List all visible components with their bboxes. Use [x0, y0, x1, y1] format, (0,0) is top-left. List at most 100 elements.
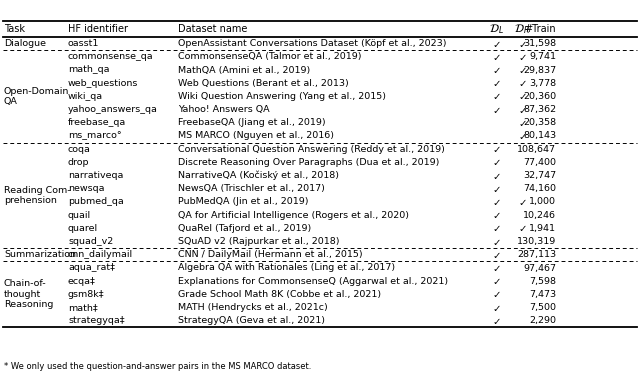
- Text: Task: Task: [4, 24, 25, 34]
- Text: 7,473: 7,473: [529, 290, 556, 299]
- Text: SQuAD v2 (Rajpurkar et al., 2018): SQuAD v2 (Rajpurkar et al., 2018): [178, 237, 339, 246]
- Text: Web Questions (Berant et al., 2013): Web Questions (Berant et al., 2013): [178, 79, 349, 88]
- Text: ecqa‡: ecqa‡: [68, 277, 96, 286]
- Text: $\checkmark$: $\checkmark$: [518, 65, 526, 75]
- Text: 77,400: 77,400: [523, 158, 556, 167]
- Text: wiki_qa: wiki_qa: [68, 92, 103, 101]
- Text: drop: drop: [68, 158, 90, 167]
- Text: oasst1: oasst1: [68, 39, 99, 48]
- Text: $\checkmark$: $\checkmark$: [518, 197, 526, 207]
- Text: 9,741: 9,741: [529, 52, 556, 61]
- Text: CNN / DailyMail (Hermann et al., 2015): CNN / DailyMail (Hermann et al., 2015): [178, 250, 363, 259]
- Text: $\mathcal{D}_R$: $\mathcal{D}_R$: [514, 22, 530, 36]
- Text: $\checkmark$: $\checkmark$: [492, 91, 500, 102]
- Text: math‡: math‡: [68, 303, 98, 312]
- Text: $\checkmark$: $\checkmark$: [492, 223, 500, 233]
- Text: Yahoo! Answers QA: Yahoo! Answers QA: [178, 105, 269, 114]
- Text: Explanations for CommonsenseQ (Aggarwal et al., 2021): Explanations for CommonsenseQ (Aggarwal …: [178, 277, 448, 286]
- Text: Grade School Math 8K (Cobbe et al., 2021): Grade School Math 8K (Cobbe et al., 2021…: [178, 290, 381, 299]
- Text: Wiki Question Answering (Yang et al., 2015): Wiki Question Answering (Yang et al., 20…: [178, 92, 386, 101]
- Text: $\checkmark$: $\checkmark$: [518, 52, 526, 62]
- Text: Dataset name: Dataset name: [178, 24, 248, 34]
- Text: Reading Com-
prehension: Reading Com- prehension: [4, 186, 70, 205]
- Text: 7,598: 7,598: [529, 277, 556, 286]
- Text: quail: quail: [68, 211, 91, 220]
- Text: $\mathcal{D}_L$: $\mathcal{D}_L$: [488, 22, 504, 36]
- Text: aqua_rat‡: aqua_rat‡: [68, 263, 115, 273]
- Text: 32,747: 32,747: [523, 171, 556, 180]
- Text: strategyqa‡: strategyqa‡: [68, 316, 125, 325]
- Text: math_qa: math_qa: [68, 66, 109, 75]
- Text: $\checkmark$: $\checkmark$: [492, 236, 500, 247]
- Text: $\checkmark$: $\checkmark$: [492, 78, 500, 88]
- Text: ms_marco°: ms_marco°: [68, 132, 122, 141]
- Text: $\checkmark$: $\checkmark$: [492, 171, 500, 181]
- Text: 130,319: 130,319: [516, 237, 556, 246]
- Text: $\checkmark$: $\checkmark$: [518, 39, 526, 49]
- Text: Discrete Reasoning Over Paragraphs (Dua et al., 2019): Discrete Reasoning Over Paragraphs (Dua …: [178, 158, 440, 167]
- Text: yahoo_answers_qa: yahoo_answers_qa: [68, 105, 158, 114]
- Text: $\checkmark$: $\checkmark$: [492, 263, 500, 273]
- Text: $\checkmark$: $\checkmark$: [518, 223, 526, 233]
- Text: $\checkmark$: $\checkmark$: [518, 91, 526, 102]
- Text: #Train: #Train: [524, 24, 556, 34]
- Text: Summarization: Summarization: [4, 250, 76, 259]
- Text: narrativeqa: narrativeqa: [68, 171, 124, 180]
- Text: $\checkmark$: $\checkmark$: [518, 78, 526, 88]
- Text: 20,360: 20,360: [523, 92, 556, 101]
- Text: 20,358: 20,358: [523, 118, 556, 127]
- Text: freebase_qa: freebase_qa: [68, 118, 126, 127]
- Text: gsm8k‡: gsm8k‡: [68, 290, 104, 299]
- Text: 2,290: 2,290: [529, 316, 556, 325]
- Text: StrategyQA (Geva et al., 2021): StrategyQA (Geva et al., 2021): [178, 316, 325, 325]
- Text: coqa: coqa: [68, 145, 91, 154]
- Text: 87,362: 87,362: [523, 105, 556, 114]
- Text: MATH (Hendrycks et al., 2021c): MATH (Hendrycks et al., 2021c): [178, 303, 328, 312]
- Text: $\checkmark$: $\checkmark$: [492, 157, 500, 168]
- Text: squad_v2: squad_v2: [68, 237, 113, 246]
- Text: QA for Artificial Intelligence (Rogers et al., 2020): QA for Artificial Intelligence (Rogers e…: [178, 211, 409, 220]
- Text: $\checkmark$: $\checkmark$: [492, 276, 500, 286]
- Text: 74,160: 74,160: [523, 184, 556, 193]
- Text: $\checkmark$: $\checkmark$: [492, 184, 500, 194]
- Text: quarel: quarel: [68, 224, 98, 233]
- Text: NewsQA (Trischler et al., 2017): NewsQA (Trischler et al., 2017): [178, 184, 325, 193]
- Text: MathQA (Amini et al., 2019): MathQA (Amini et al., 2019): [178, 66, 310, 75]
- Text: HF identifier: HF identifier: [68, 24, 128, 34]
- Text: $\checkmark$: $\checkmark$: [518, 118, 526, 128]
- Text: Algebra QA with Rationales (Ling et al., 2017): Algebra QA with Rationales (Ling et al.,…: [178, 263, 395, 273]
- Text: $\checkmark$: $\checkmark$: [492, 290, 500, 299]
- Text: $\checkmark$: $\checkmark$: [492, 39, 500, 49]
- Text: $\checkmark$: $\checkmark$: [492, 105, 500, 114]
- Text: Conversational Question Answering (Reddy et al., 2019): Conversational Question Answering (Reddy…: [178, 145, 445, 154]
- Text: 108,647: 108,647: [517, 145, 556, 154]
- Text: $\checkmark$: $\checkmark$: [492, 197, 500, 207]
- Text: 1,000: 1,000: [529, 197, 556, 207]
- Text: pubmed_qa: pubmed_qa: [68, 197, 124, 207]
- Text: $\checkmark$: $\checkmark$: [492, 316, 500, 326]
- Text: commonsense_qa: commonsense_qa: [68, 52, 154, 61]
- Text: CommonsenseQA (Talmor et al., 2019): CommonsenseQA (Talmor et al., 2019): [178, 52, 362, 61]
- Text: MS MARCO (Nguyen et al., 2016): MS MARCO (Nguyen et al., 2016): [178, 132, 334, 141]
- Text: * We only used the question-and-answer pairs in the MS MARCO dataset.: * We only used the question-and-answer p…: [4, 362, 312, 371]
- Text: Chain-of-
thought
Reasoning: Chain-of- thought Reasoning: [4, 279, 53, 309]
- Text: 97,467: 97,467: [523, 263, 556, 273]
- Text: Dialogue: Dialogue: [4, 39, 46, 48]
- Text: 287,113: 287,113: [517, 250, 556, 259]
- Text: Open-Domain
QA: Open-Domain QA: [4, 87, 69, 106]
- Text: $\checkmark$: $\checkmark$: [492, 250, 500, 260]
- Text: $\checkmark$: $\checkmark$: [518, 131, 526, 141]
- Text: $\checkmark$: $\checkmark$: [518, 105, 526, 114]
- Text: $\checkmark$: $\checkmark$: [492, 52, 500, 62]
- Text: cnn_dailymail: cnn_dailymail: [68, 250, 133, 259]
- Text: OpenAssistant Conversations Dataset (Köpf et al., 2023): OpenAssistant Conversations Dataset (Köp…: [178, 39, 447, 48]
- Text: $\checkmark$: $\checkmark$: [492, 65, 500, 75]
- Text: $\checkmark$: $\checkmark$: [492, 144, 500, 154]
- Text: newsqa: newsqa: [68, 184, 104, 193]
- Text: 80,143: 80,143: [523, 132, 556, 141]
- Text: NarrativeQA (Kočiský et al., 2018): NarrativeQA (Kočiský et al., 2018): [178, 171, 339, 180]
- Text: $\checkmark$: $\checkmark$: [492, 302, 500, 313]
- Text: web_questions: web_questions: [68, 79, 138, 88]
- Text: PubMedQA (Jin et al., 2019): PubMedQA (Jin et al., 2019): [178, 197, 308, 207]
- Text: 3,778: 3,778: [529, 79, 556, 88]
